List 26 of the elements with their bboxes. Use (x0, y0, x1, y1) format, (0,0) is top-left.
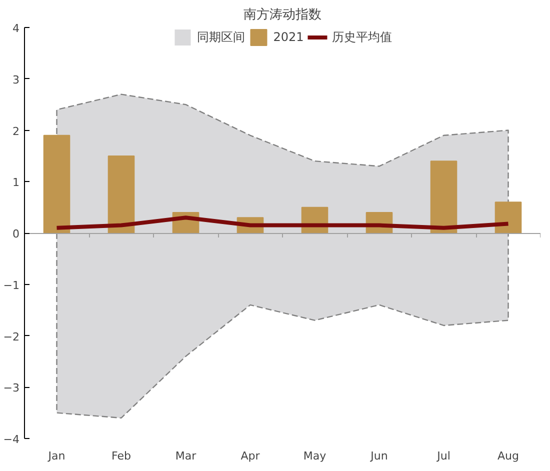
x-tick-label: Mar (175, 450, 197, 462)
y-tick-label: 4 (12, 22, 20, 35)
y-tick-label: −3 (3, 382, 20, 395)
legend-label: 2021 (273, 30, 304, 44)
chart-title: 南方涛动指数 (244, 6, 322, 22)
legend-label: 历史平均值 (332, 28, 392, 46)
x-tick-label: Feb (112, 450, 132, 462)
legend-label: 同期区间 (197, 28, 246, 46)
bar (108, 155, 135, 234)
x-tick-label: Apr (240, 450, 260, 462)
x-tick-label: May (303, 450, 327, 462)
y-tick-label: 0 (12, 228, 20, 240)
bar (494, 202, 522, 234)
bar (43, 134, 70, 234)
y-tick-label: −4 (3, 433, 20, 446)
y-tick-label: −2 (3, 330, 20, 344)
y-tick-label: 1 (12, 176, 20, 190)
x-tick-label: Jul (436, 450, 450, 462)
x-tick-label: Jun (370, 450, 388, 462)
y-tick-label: 2 (12, 124, 20, 138)
bar (430, 160, 458, 234)
line-series (54, 216, 510, 230)
x-tick-label: Jan (47, 450, 66, 462)
y-tick-label: −1 (3, 278, 20, 292)
x-tick-label: Aug (498, 450, 519, 462)
y-tick-label: 3 (12, 73, 20, 86)
